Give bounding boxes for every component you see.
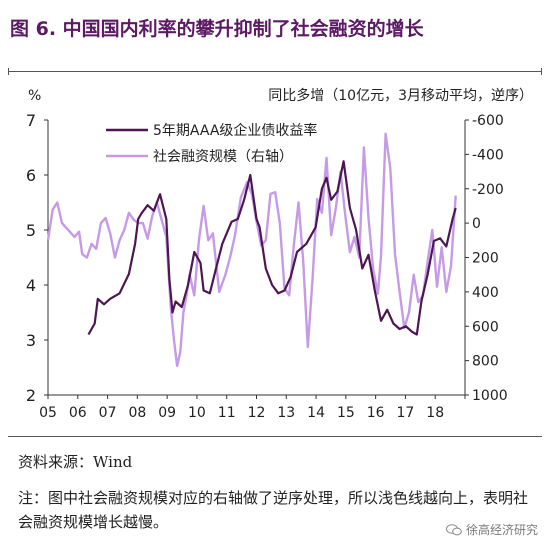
watermark: 徐高经济研究 [445,521,538,538]
x-tick-label: 05 [39,405,57,421]
chart-axes: 2 3 4 5 6 7 -600 -400 -200 0 200 400 600 800 1000 05 06 0… [26,87,533,421]
top-rule [8,71,542,72]
watermark-text: 徐高经济研究 [465,523,538,537]
left-axis-unit: % [28,88,41,104]
x-tick-label: 15 [337,405,355,421]
x-tick-label: 11 [218,405,236,421]
right-tick-label: 200 [472,251,499,267]
x-tick-label: 16 [367,405,385,421]
note-text: 注：图中社会融资规模对应的右轴做了逆序处理，所以浅色线越向上，表明社会融资规模增… [18,489,529,531]
top-rule-left-tick [8,68,9,75]
chart: 2 3 4 5 6 7 -600 -400 -200 0 200 400 600 800 1000 05 06 0… [26,87,533,421]
left-tick-label: 6 [26,166,36,185]
legend-label: 社会融资规模（右轴） [153,149,293,165]
left-tick-label: 2 [26,386,36,405]
left-tick-label: 5 [26,221,36,240]
right-tick-label: 0 [472,216,481,232]
x-tick-label: 08 [128,405,146,421]
x-tick-label: 06 [69,405,87,421]
right-tick-label: -200 [472,182,504,198]
x-tick-label: 07 [99,405,117,421]
bottom-rule [8,436,542,437]
left-tick-label: 4 [26,276,36,295]
chart-series [46,132,457,367]
right-tick-label: -600 [472,113,504,129]
right-axis-unit: 同比多增（10亿元，3月移动平均，逆序） [268,87,533,104]
right-tick-label: 1000 [472,388,508,404]
series-line-social-financing [46,132,457,367]
x-tick-label: 09 [158,405,176,421]
x-tick-label: 10 [188,405,206,421]
x-tick-label: 12 [248,405,266,421]
left-tick-label: 3 [26,331,36,350]
right-tick-label: 800 [472,354,499,370]
series-line-bond-yield [87,160,457,336]
wechat-icon [445,523,462,535]
figure-title: 图 6. 中国国内利率的攀升抑制了社会融资的增长 [10,18,424,40]
x-tick-label: 13 [277,405,295,421]
x-tick-label: 14 [307,405,325,421]
right-tick-label: 400 [472,285,499,301]
top-rule-right-tick [541,68,542,75]
legend-label: 5年期AAA级企业债收益率 [153,122,317,139]
x-tick-label: 18 [426,405,444,421]
source-text: 资料来源：Wind [18,453,133,471]
right-tick-label: 600 [472,319,499,335]
x-tick-label: 17 [397,405,415,421]
left-tick-label: 7 [26,111,36,130]
right-tick-label: -400 [472,147,504,163]
